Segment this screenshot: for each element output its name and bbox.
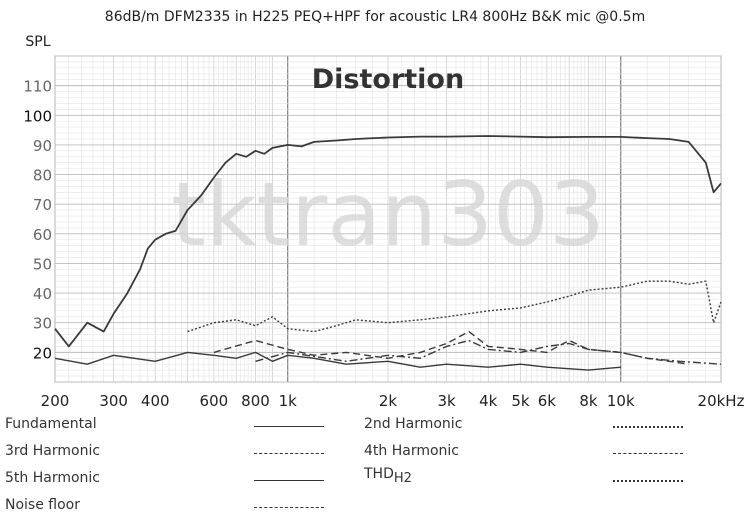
y-tick-label: 70 (33, 196, 52, 214)
legend-swatch (254, 453, 324, 454)
legend-label: 5th Harmonic (5, 470, 100, 486)
series-group (54, 135, 722, 371)
grid (54, 55, 722, 383)
x-tick-label: 5k (511, 392, 530, 410)
chart-title: 86dB/m DFM2335 in H225 PEQ+HPF for acous… (105, 9, 645, 25)
legend-label: Fundamental (5, 416, 97, 432)
y-tick-label: 60 (33, 226, 52, 244)
legend-label-text: 3rd Harmonic (5, 443, 101, 459)
legend-label: THDH2 (364, 466, 412, 486)
y-tick-label: 40 (33, 285, 52, 303)
x-tick-label: 200 (41, 392, 70, 410)
x-tick-label: 20kHz (698, 392, 745, 410)
series-line-4th-harmonic (255, 339, 722, 365)
x-tick-label: 800 (241, 392, 270, 410)
legend-label-text: Fundamental (5, 416, 97, 432)
legend-label: 2nd Harmonic (364, 416, 462, 432)
series-line-5th-harmonic (54, 351, 621, 371)
legend-label-text: Noise floor (5, 497, 80, 513)
legend-swatch (613, 480, 683, 482)
x-tick-label: 1k (279, 392, 298, 410)
legend-label: Noise floor (5, 497, 80, 513)
watermark: tktran303 (171, 163, 605, 266)
series-line-fundamental (54, 135, 722, 348)
legend-label-text: 4th Harmonic (364, 443, 459, 459)
legend-swatch (254, 426, 324, 427)
legend-swatch (613, 426, 683, 428)
y-tick-label: 20 (33, 344, 52, 362)
legend-label: 4th Harmonic (364, 443, 459, 459)
x-tick-label: 300 (99, 392, 128, 410)
x-tick-label: 2k (379, 392, 398, 410)
legend-label-text: THD (364, 466, 394, 482)
legend-swatch (254, 480, 324, 481)
x-tick-label: 3k (438, 392, 457, 410)
y-tick-label: 50 (33, 255, 52, 273)
y-tick-labels: 110 100 90 80 70 60 50 40 30 20 (23, 78, 52, 363)
y-tick-label: 100 (23, 107, 52, 125)
y-tick-label: 90 (33, 137, 52, 155)
x-tick-label: 600 (200, 392, 229, 410)
y-axis-label: SPL (25, 34, 50, 50)
x-tick-label: 8k (579, 392, 598, 410)
legend-label: 3rd Harmonic (5, 443, 100, 459)
x-tick-label: 10k (607, 392, 635, 410)
legend-label-text: 5th Harmonic (5, 470, 100, 486)
x-tick-label: 400 (141, 392, 170, 410)
x-tick-labels: 200 300 400 600 800 1k 2k 3k 4k 5k 6k 8k 10k 20kHz (41, 392, 745, 410)
legend-label-text: 2nd Harmonic (364, 416, 463, 432)
y-tick-label: 30 (33, 315, 52, 333)
legend-swatch (254, 507, 324, 508)
x-tick-label: 6k (538, 392, 557, 410)
y-tick-label: 80 (33, 167, 52, 185)
legend-swatch (613, 453, 683, 454)
overlay-title: Distortion (312, 64, 464, 95)
y-tick-label: 110 (23, 78, 52, 96)
x-tick-label: 4k (479, 392, 498, 410)
legend-label-subscript: H2 (393, 470, 412, 486)
